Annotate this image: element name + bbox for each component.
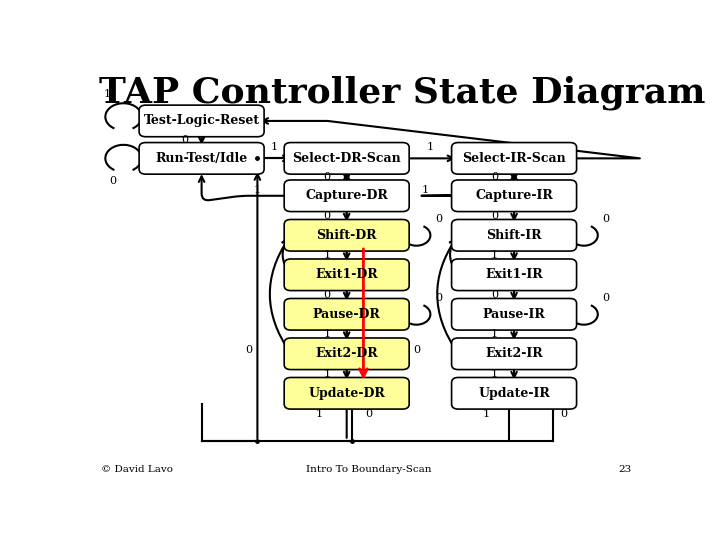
Text: 1: 1 <box>271 141 278 152</box>
Text: 0: 0 <box>181 134 189 145</box>
Text: 1: 1 <box>103 89 110 99</box>
Text: 1: 1 <box>323 368 330 379</box>
Text: 0: 0 <box>323 289 330 300</box>
Text: 1: 1 <box>421 185 428 194</box>
Text: Shift-DR: Shift-DR <box>316 229 377 242</box>
Text: Update-IR: Update-IR <box>478 387 550 400</box>
FancyBboxPatch shape <box>284 299 409 330</box>
Text: 1: 1 <box>254 185 261 194</box>
Text: Exit1-IR: Exit1-IR <box>485 268 543 281</box>
Text: 0: 0 <box>246 345 253 355</box>
Text: 0: 0 <box>491 211 498 220</box>
Text: 0: 0 <box>366 409 372 420</box>
Text: Intro To Boundary-Scan: Intro To Boundary-Scan <box>306 465 432 474</box>
FancyBboxPatch shape <box>139 143 264 174</box>
Text: Exit1-DR: Exit1-DR <box>315 268 378 281</box>
FancyBboxPatch shape <box>284 377 409 409</box>
FancyBboxPatch shape <box>284 259 409 291</box>
Text: 1: 1 <box>491 329 498 339</box>
Text: 1: 1 <box>315 409 323 420</box>
Text: Capture-IR: Capture-IR <box>475 190 553 202</box>
Text: 0: 0 <box>413 345 420 355</box>
FancyBboxPatch shape <box>451 299 577 330</box>
Text: 0: 0 <box>323 172 330 182</box>
Text: 1: 1 <box>323 250 330 260</box>
Text: 1: 1 <box>427 141 434 152</box>
Text: 0: 0 <box>323 211 330 220</box>
Text: 0: 0 <box>435 214 442 224</box>
FancyBboxPatch shape <box>451 180 577 212</box>
FancyBboxPatch shape <box>284 338 409 369</box>
Text: 0: 0 <box>603 214 610 224</box>
Text: 0: 0 <box>109 176 116 186</box>
FancyBboxPatch shape <box>139 105 264 137</box>
Text: 0: 0 <box>603 293 610 302</box>
Text: TAP Controller State Diagram: TAP Controller State Diagram <box>99 75 706 110</box>
FancyBboxPatch shape <box>284 143 409 174</box>
Text: 1: 1 <box>491 250 498 260</box>
FancyBboxPatch shape <box>451 377 577 409</box>
Text: 23: 23 <box>618 465 631 474</box>
FancyBboxPatch shape <box>451 259 577 291</box>
FancyBboxPatch shape <box>451 219 577 251</box>
FancyBboxPatch shape <box>451 143 577 174</box>
Text: Test-Logic-Reset: Test-Logic-Reset <box>143 114 260 127</box>
Text: 0: 0 <box>491 289 498 300</box>
FancyBboxPatch shape <box>284 180 409 212</box>
Text: Update-DR: Update-DR <box>308 387 385 400</box>
Text: Exit2-IR: Exit2-IR <box>485 347 543 360</box>
Text: 0: 0 <box>491 172 498 182</box>
Text: © David Lavo: © David Lavo <box>101 465 173 474</box>
Text: Shift-IR: Shift-IR <box>486 229 542 242</box>
Text: Pause-IR: Pause-IR <box>482 308 546 321</box>
Text: Select-IR-Scan: Select-IR-Scan <box>462 152 566 165</box>
FancyBboxPatch shape <box>451 338 577 369</box>
Text: 1: 1 <box>323 329 330 339</box>
FancyBboxPatch shape <box>284 219 409 251</box>
Text: 0: 0 <box>435 293 442 302</box>
Text: 1: 1 <box>491 368 498 379</box>
Text: 0: 0 <box>561 409 568 420</box>
Text: Pause-DR: Pause-DR <box>312 308 381 321</box>
Text: Select-DR-Scan: Select-DR-Scan <box>292 152 401 165</box>
Text: 1: 1 <box>482 409 490 420</box>
Text: Run-Test/Idle: Run-Test/Idle <box>156 152 248 165</box>
Text: Exit2-DR: Exit2-DR <box>315 347 378 360</box>
Text: Capture-DR: Capture-DR <box>305 190 388 202</box>
